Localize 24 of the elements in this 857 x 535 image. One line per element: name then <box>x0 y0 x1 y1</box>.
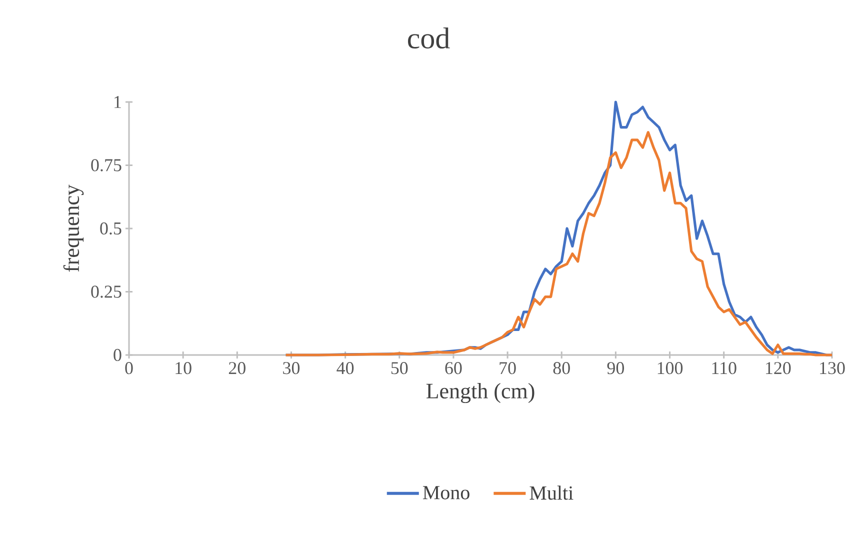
y-tick-label: 0.25 <box>91 286 122 298</box>
x-tick-label: 120 <box>766 362 791 374</box>
legend-label: Multi <box>530 486 574 500</box>
x-tick-label: 40 <box>336 362 354 374</box>
x-tick-label: 90 <box>607 362 624 374</box>
y-axis-title: frequency <box>63 184 84 272</box>
x-tick-label: 70 <box>500 362 516 374</box>
legend-label: Mono <box>422 486 470 500</box>
y-tick-label: 0.75 <box>91 159 122 172</box>
y-tick-label: 1 <box>114 96 121 108</box>
chart-title: cod <box>408 27 450 49</box>
x-tick-label: 0 <box>125 362 133 374</box>
x-tick-label: 130 <box>820 362 845 374</box>
x-tick-label: 110 <box>712 362 736 374</box>
x-axis-title: Length (cm) <box>426 383 534 404</box>
y-tick-label: 0.5 <box>100 222 122 235</box>
x-tick-label: 100 <box>658 362 683 374</box>
x-tick-label: 30 <box>283 362 300 374</box>
x-tick-label: 20 <box>228 362 246 374</box>
x-tick-label: 60 <box>445 362 462 374</box>
x-tick-label: 10 <box>176 362 192 374</box>
x-tick-label: 80 <box>553 362 570 374</box>
y-tick-label: 0 <box>114 348 122 362</box>
x-tick-label: 50 <box>391 362 408 374</box>
